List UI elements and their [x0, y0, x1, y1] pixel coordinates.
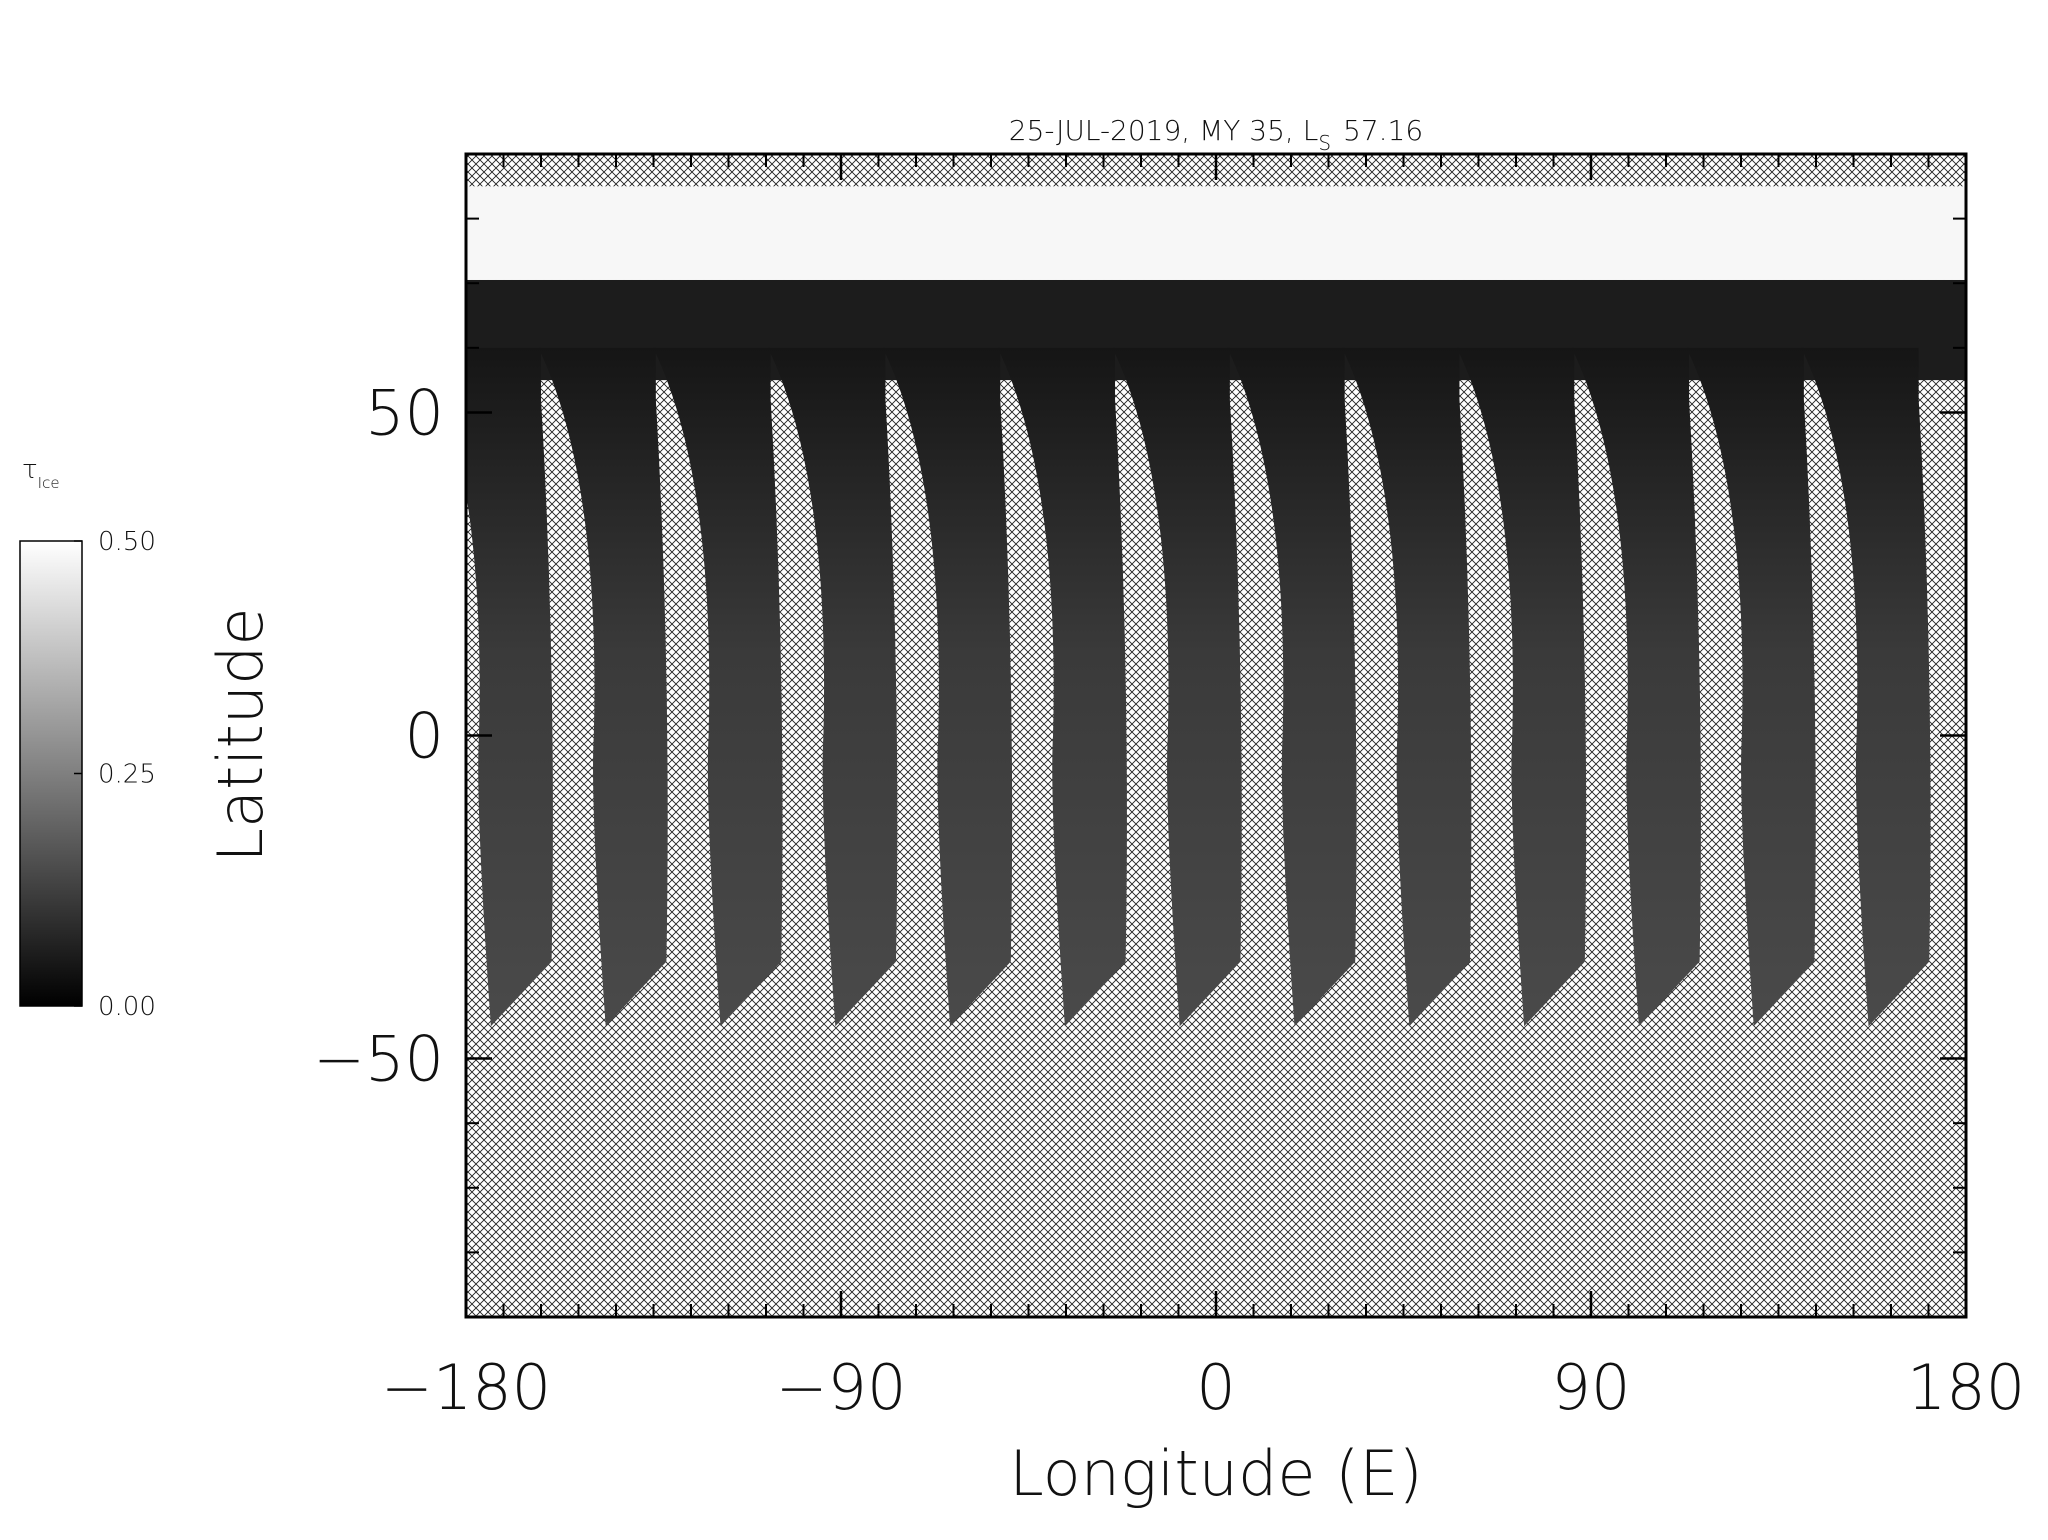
swath: [882, 347, 1013, 1027]
swath: [1686, 347, 1816, 1027]
polar-cap: [466, 186, 1966, 280]
swath: [997, 347, 1127, 1027]
swath: [1456, 347, 1587, 1027]
swath: [1801, 347, 1931, 1027]
x-tick-label: 0: [1196, 1351, 1235, 1424]
colorbar-tick-label: 0.00: [98, 992, 156, 1022]
y-tick-label: 50: [365, 376, 444, 449]
y-tick-label: −50: [313, 1023, 444, 1096]
swath: [1571, 347, 1701, 1027]
map-image: [466, 154, 1966, 1317]
chart-title: 25-JUL-2019, MY 35, LS 57.16: [1009, 114, 1423, 155]
swath: [653, 347, 783, 1027]
y-tick-label: 0: [405, 700, 444, 773]
colorbar-tick-label: 0.50: [98, 527, 156, 557]
title-text: 25-JUL-2019, MY 35, L: [1009, 114, 1319, 147]
swath: [1112, 347, 1242, 1027]
colorbar-label-subscript: Ice: [38, 474, 60, 492]
colorbar: [19, 540, 83, 1007]
title-subscript: S: [1318, 131, 1331, 155]
colorbar-label-symbol: τ: [22, 455, 38, 485]
swath: [768, 347, 898, 1027]
x-axis-label: Longitude (E): [1009, 1437, 1422, 1510]
swath: [1227, 347, 1357, 1027]
colorbar-tick-label: 0.25: [98, 760, 156, 790]
x-tick-label: 180: [1907, 1351, 2025, 1424]
colorbar-label: τIce: [22, 455, 60, 492]
x-tick-label: −180: [381, 1351, 551, 1424]
y-axis-label: Latitude: [204, 607, 277, 862]
swath: [1342, 347, 1472, 1027]
title-value: 57.16: [1343, 114, 1423, 147]
swath: [466, 347, 553, 1027]
x-tick-label: 90: [1552, 1351, 1631, 1424]
x-tick-label: −90: [776, 1351, 907, 1424]
swath: [538, 347, 668, 1027]
